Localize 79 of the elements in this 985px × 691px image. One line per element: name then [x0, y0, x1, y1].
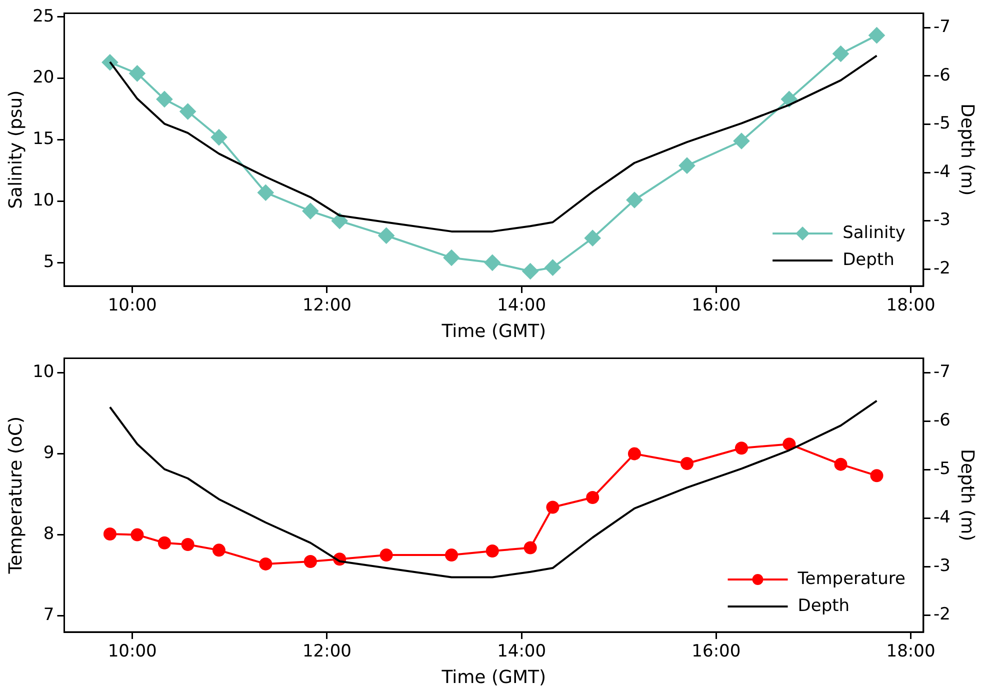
point — [734, 442, 748, 455]
point — [733, 133, 750, 149]
x-tick-label: 18:00 — [886, 642, 936, 662]
point — [332, 212, 348, 229]
point — [180, 104, 196, 120]
point — [210, 129, 227, 146]
y2-tick-label: -6 — [933, 65, 950, 86]
y-tick-label: 5 — [43, 252, 54, 272]
y2-tick-label: -7 — [933, 17, 950, 38]
point — [304, 555, 317, 568]
point — [628, 447, 641, 460]
point — [484, 254, 500, 271]
x-axis-title: Time (GMT) — [440, 666, 546, 688]
point — [868, 27, 885, 44]
y2-tick-label: -7 — [933, 362, 950, 382]
y2-tick-label: -2 — [933, 604, 950, 624]
point — [378, 228, 394, 244]
y2-tick-label: -5 — [933, 114, 950, 134]
point — [212, 544, 226, 557]
point — [546, 500, 560, 514]
x-axis-title: Time (GMT) — [440, 320, 546, 342]
point — [678, 158, 695, 174]
point — [380, 548, 393, 562]
x-tick-label: 10:00 — [108, 642, 157, 662]
point — [782, 438, 796, 451]
y2-tick-label: -6 — [933, 410, 950, 431]
y2-tick-label: -3 — [933, 210, 950, 230]
point — [832, 46, 849, 62]
point — [158, 536, 171, 550]
y2-tick-label: -2 — [933, 258, 950, 279]
x-tick-label: 12:00 — [302, 642, 352, 662]
point — [444, 250, 460, 266]
point — [584, 230, 601, 246]
y-tick-label: 9 — [43, 443, 54, 464]
point — [626, 192, 642, 208]
legend-label: Depth — [798, 596, 850, 616]
point — [103, 527, 116, 540]
point — [302, 203, 318, 220]
y2-axis-title: Depth (m) — [956, 449, 978, 542]
legend-label: Salinity — [842, 222, 906, 243]
point — [129, 65, 146, 82]
legend-label: Temperature — [796, 568, 906, 589]
point — [834, 458, 848, 471]
y-tick-label: 20 — [32, 68, 54, 88]
point — [486, 544, 499, 558]
x-tick-label: 10:00 — [108, 296, 157, 316]
point — [524, 541, 537, 554]
y-tick-label: 7 — [43, 605, 54, 626]
x-tick-label: 14:00 — [497, 642, 546, 662]
y-axis-title: Temperature (oC) — [5, 416, 26, 575]
point — [445, 548, 458, 562]
y2-tick-label: -4 — [933, 162, 950, 182]
x-tick-label: 18:00 — [886, 296, 936, 316]
point — [544, 260, 561, 276]
point — [586, 491, 600, 504]
y2-tick-label: -4 — [933, 508, 950, 528]
x-tick-label: 12:00 — [302, 296, 352, 316]
y2-tick-label: -5 — [933, 459, 950, 480]
x-tick-label: 14:00 — [497, 296, 546, 316]
x-tick-label: 16:00 — [692, 296, 741, 316]
y-tick-label: 10 — [32, 190, 54, 211]
point — [130, 528, 144, 542]
y-axis-title: Salinity (psu) — [5, 90, 26, 209]
point — [781, 91, 798, 108]
x-tick-label: 16:00 — [692, 642, 741, 662]
point — [870, 469, 884, 482]
y-tick-label: 10 — [32, 362, 54, 382]
y-tick-label: 15 — [32, 129, 54, 150]
point — [156, 91, 172, 108]
point — [181, 538, 194, 552]
y2-tick-label: -3 — [933, 556, 950, 576]
point — [522, 263, 538, 280]
point — [258, 184, 274, 201]
y-tick-label: 25 — [32, 6, 54, 26]
point — [680, 457, 694, 470]
y2-axis-title: Depth (m) — [956, 104, 978, 196]
legend-label: Depth — [842, 250, 894, 270]
point — [259, 557, 272, 570]
y-tick-label: 8 — [43, 524, 54, 544]
